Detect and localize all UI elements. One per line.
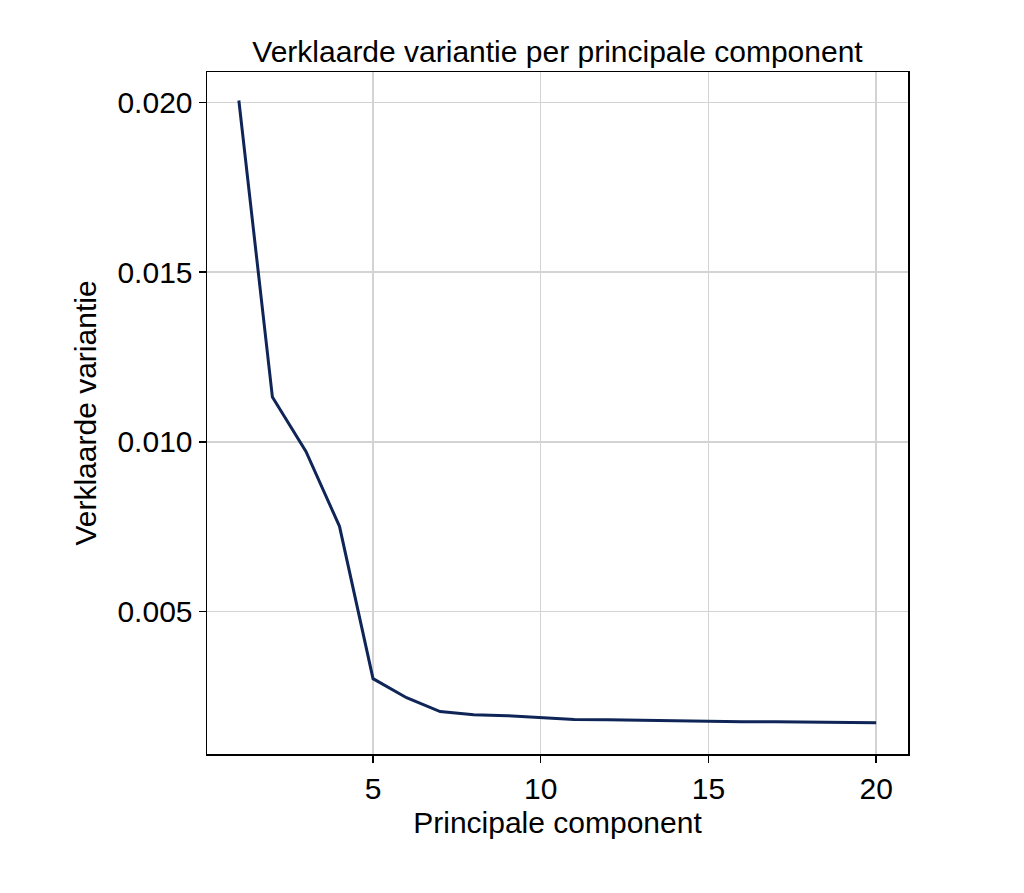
svg-text:10: 10 [524,772,557,805]
svg-text:0.010: 0.010 [117,425,192,458]
svg-text:0.005: 0.005 [117,595,192,628]
svg-text:Principale component: Principale component [413,806,702,839]
svg-text:5: 5 [365,772,382,805]
svg-text:20: 20 [859,772,892,805]
svg-text:Verklaarde variantie per princ: Verklaarde variantie per principale comp… [252,35,863,68]
svg-text:Verklaarde variantie: Verklaarde variantie [69,280,102,545]
svg-text:0.020: 0.020 [117,86,192,119]
svg-text:0.015: 0.015 [117,256,192,289]
svg-text:15: 15 [692,772,725,805]
